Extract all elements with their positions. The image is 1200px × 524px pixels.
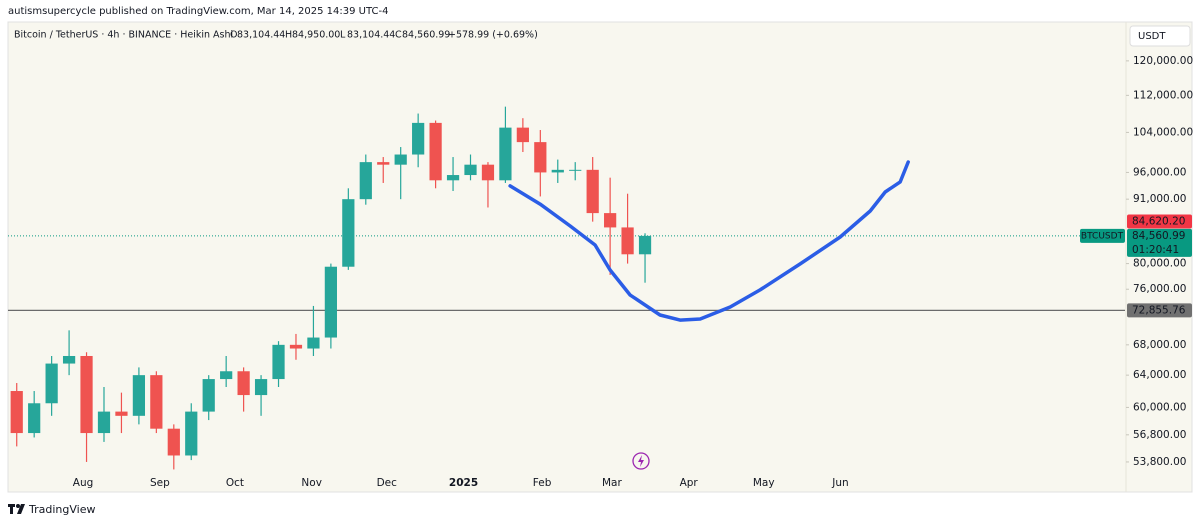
lightning-icon xyxy=(632,452,650,470)
candle-body xyxy=(499,127,512,181)
y-tick-label: 64,000.00 xyxy=(1133,369,1186,381)
y-tick-label: 112,000.00 xyxy=(1133,89,1193,101)
ohlc-key: L xyxy=(340,30,346,41)
candle-body xyxy=(97,411,111,434)
y-tick-label: 96,000.00 xyxy=(1133,166,1186,178)
candle-body xyxy=(359,162,372,200)
candle-body xyxy=(638,235,652,255)
tv-logo xyxy=(8,504,25,514)
candle-body xyxy=(289,344,303,349)
candle-body xyxy=(481,164,495,181)
x-tick-label: 2025 xyxy=(449,477,478,489)
candle-body xyxy=(185,411,198,456)
candle-body xyxy=(324,266,337,338)
candle-body xyxy=(586,169,599,214)
candle-body xyxy=(45,363,58,404)
y-tick-label: 56,800.00 xyxy=(1133,429,1186,441)
candle-body xyxy=(569,169,582,171)
projection-curve xyxy=(508,160,910,322)
candle-body xyxy=(429,122,442,181)
currency-label[interactable]: USDT xyxy=(1138,31,1166,42)
publisher: autismsupercycle published on TradingVie… xyxy=(8,6,388,17)
candle-body xyxy=(167,428,180,456)
x-tick-label: Apr xyxy=(680,477,699,489)
symbol-badge xyxy=(1080,228,1125,243)
symbol-label: BTCUSDT xyxy=(1081,231,1124,241)
y-tick-label: 68,000.00 xyxy=(1133,339,1186,351)
candle-body xyxy=(150,375,163,429)
hline-label: 72,855.76 xyxy=(1132,304,1186,316)
x-tick-label: Oct xyxy=(226,477,244,489)
y-tick-label: 60,000.00 xyxy=(1133,401,1186,413)
candle-body xyxy=(115,411,128,416)
candle-body xyxy=(412,122,425,155)
candle-body xyxy=(132,375,146,416)
y-tick-label: 91,000.00 xyxy=(1133,193,1186,205)
y-tick-label: 76,000.00 xyxy=(1133,283,1186,295)
candle-body xyxy=(464,164,477,176)
candle-body xyxy=(254,379,268,396)
candle-body xyxy=(80,355,93,434)
x-tick-label: Nov xyxy=(301,477,322,489)
candle-body xyxy=(342,199,355,267)
candle-body xyxy=(534,142,547,173)
last-price-label: 84,560.99 xyxy=(1132,230,1185,242)
ohlc-value: 84,560.99 xyxy=(402,30,450,41)
candle-body xyxy=(62,355,76,364)
candle-body xyxy=(10,391,23,434)
x-tick-label: May xyxy=(753,477,775,489)
candle-body xyxy=(272,344,285,380)
x-tick-label: Dec xyxy=(377,477,398,489)
candle-body xyxy=(621,227,634,255)
y-tick-label: 80,000.00 xyxy=(1133,258,1186,270)
y-tick-label: 53,800.00 xyxy=(1133,456,1186,468)
chart-bg xyxy=(7,21,1193,493)
candle-body xyxy=(202,379,215,412)
candle-body xyxy=(28,403,41,434)
y-tick-label: 120,000.00 xyxy=(1133,55,1193,67)
candle-body xyxy=(307,337,320,349)
candle-body xyxy=(551,169,564,173)
candle-body xyxy=(237,371,250,396)
candle-body xyxy=(394,154,407,165)
ohlc-value: 83,104.44 xyxy=(347,30,395,41)
ohlc-change: +578.99 (+0.69%) xyxy=(448,30,538,41)
candle-body xyxy=(446,175,460,181)
prev-price-label: 84,620.20 xyxy=(1132,216,1185,228)
ohlc-key: C xyxy=(395,30,402,41)
x-tick-label: Aug xyxy=(73,477,94,489)
countdown: 01:20:41 xyxy=(1132,244,1179,256)
x-tick-label: Jun xyxy=(831,477,848,489)
candle-body xyxy=(604,213,617,228)
brand: TradingView xyxy=(28,503,95,516)
hline-badge xyxy=(1127,303,1192,318)
prev-price-badge xyxy=(1127,214,1192,229)
currency-button[interactable] xyxy=(1129,25,1191,47)
last-price-badge xyxy=(1127,228,1192,257)
symbol-info: Bitcoin / TetherUS · 4h · BINANCE · Heik… xyxy=(14,30,233,41)
ohlc-key: H xyxy=(285,30,292,41)
y-tick-label: 104,000.00 xyxy=(1133,126,1193,138)
candle-body xyxy=(220,371,233,380)
ohlc-key: O xyxy=(230,30,237,41)
candle-body xyxy=(516,127,529,143)
ohlc-value: 84,950.00 xyxy=(292,30,340,41)
candle-body xyxy=(377,162,390,165)
ohlc-value: 83,104.44 xyxy=(237,30,285,41)
x-tick-label: Feb xyxy=(533,477,552,489)
x-tick-label: Sep xyxy=(150,477,170,489)
x-tick-label: Mar xyxy=(602,477,622,489)
